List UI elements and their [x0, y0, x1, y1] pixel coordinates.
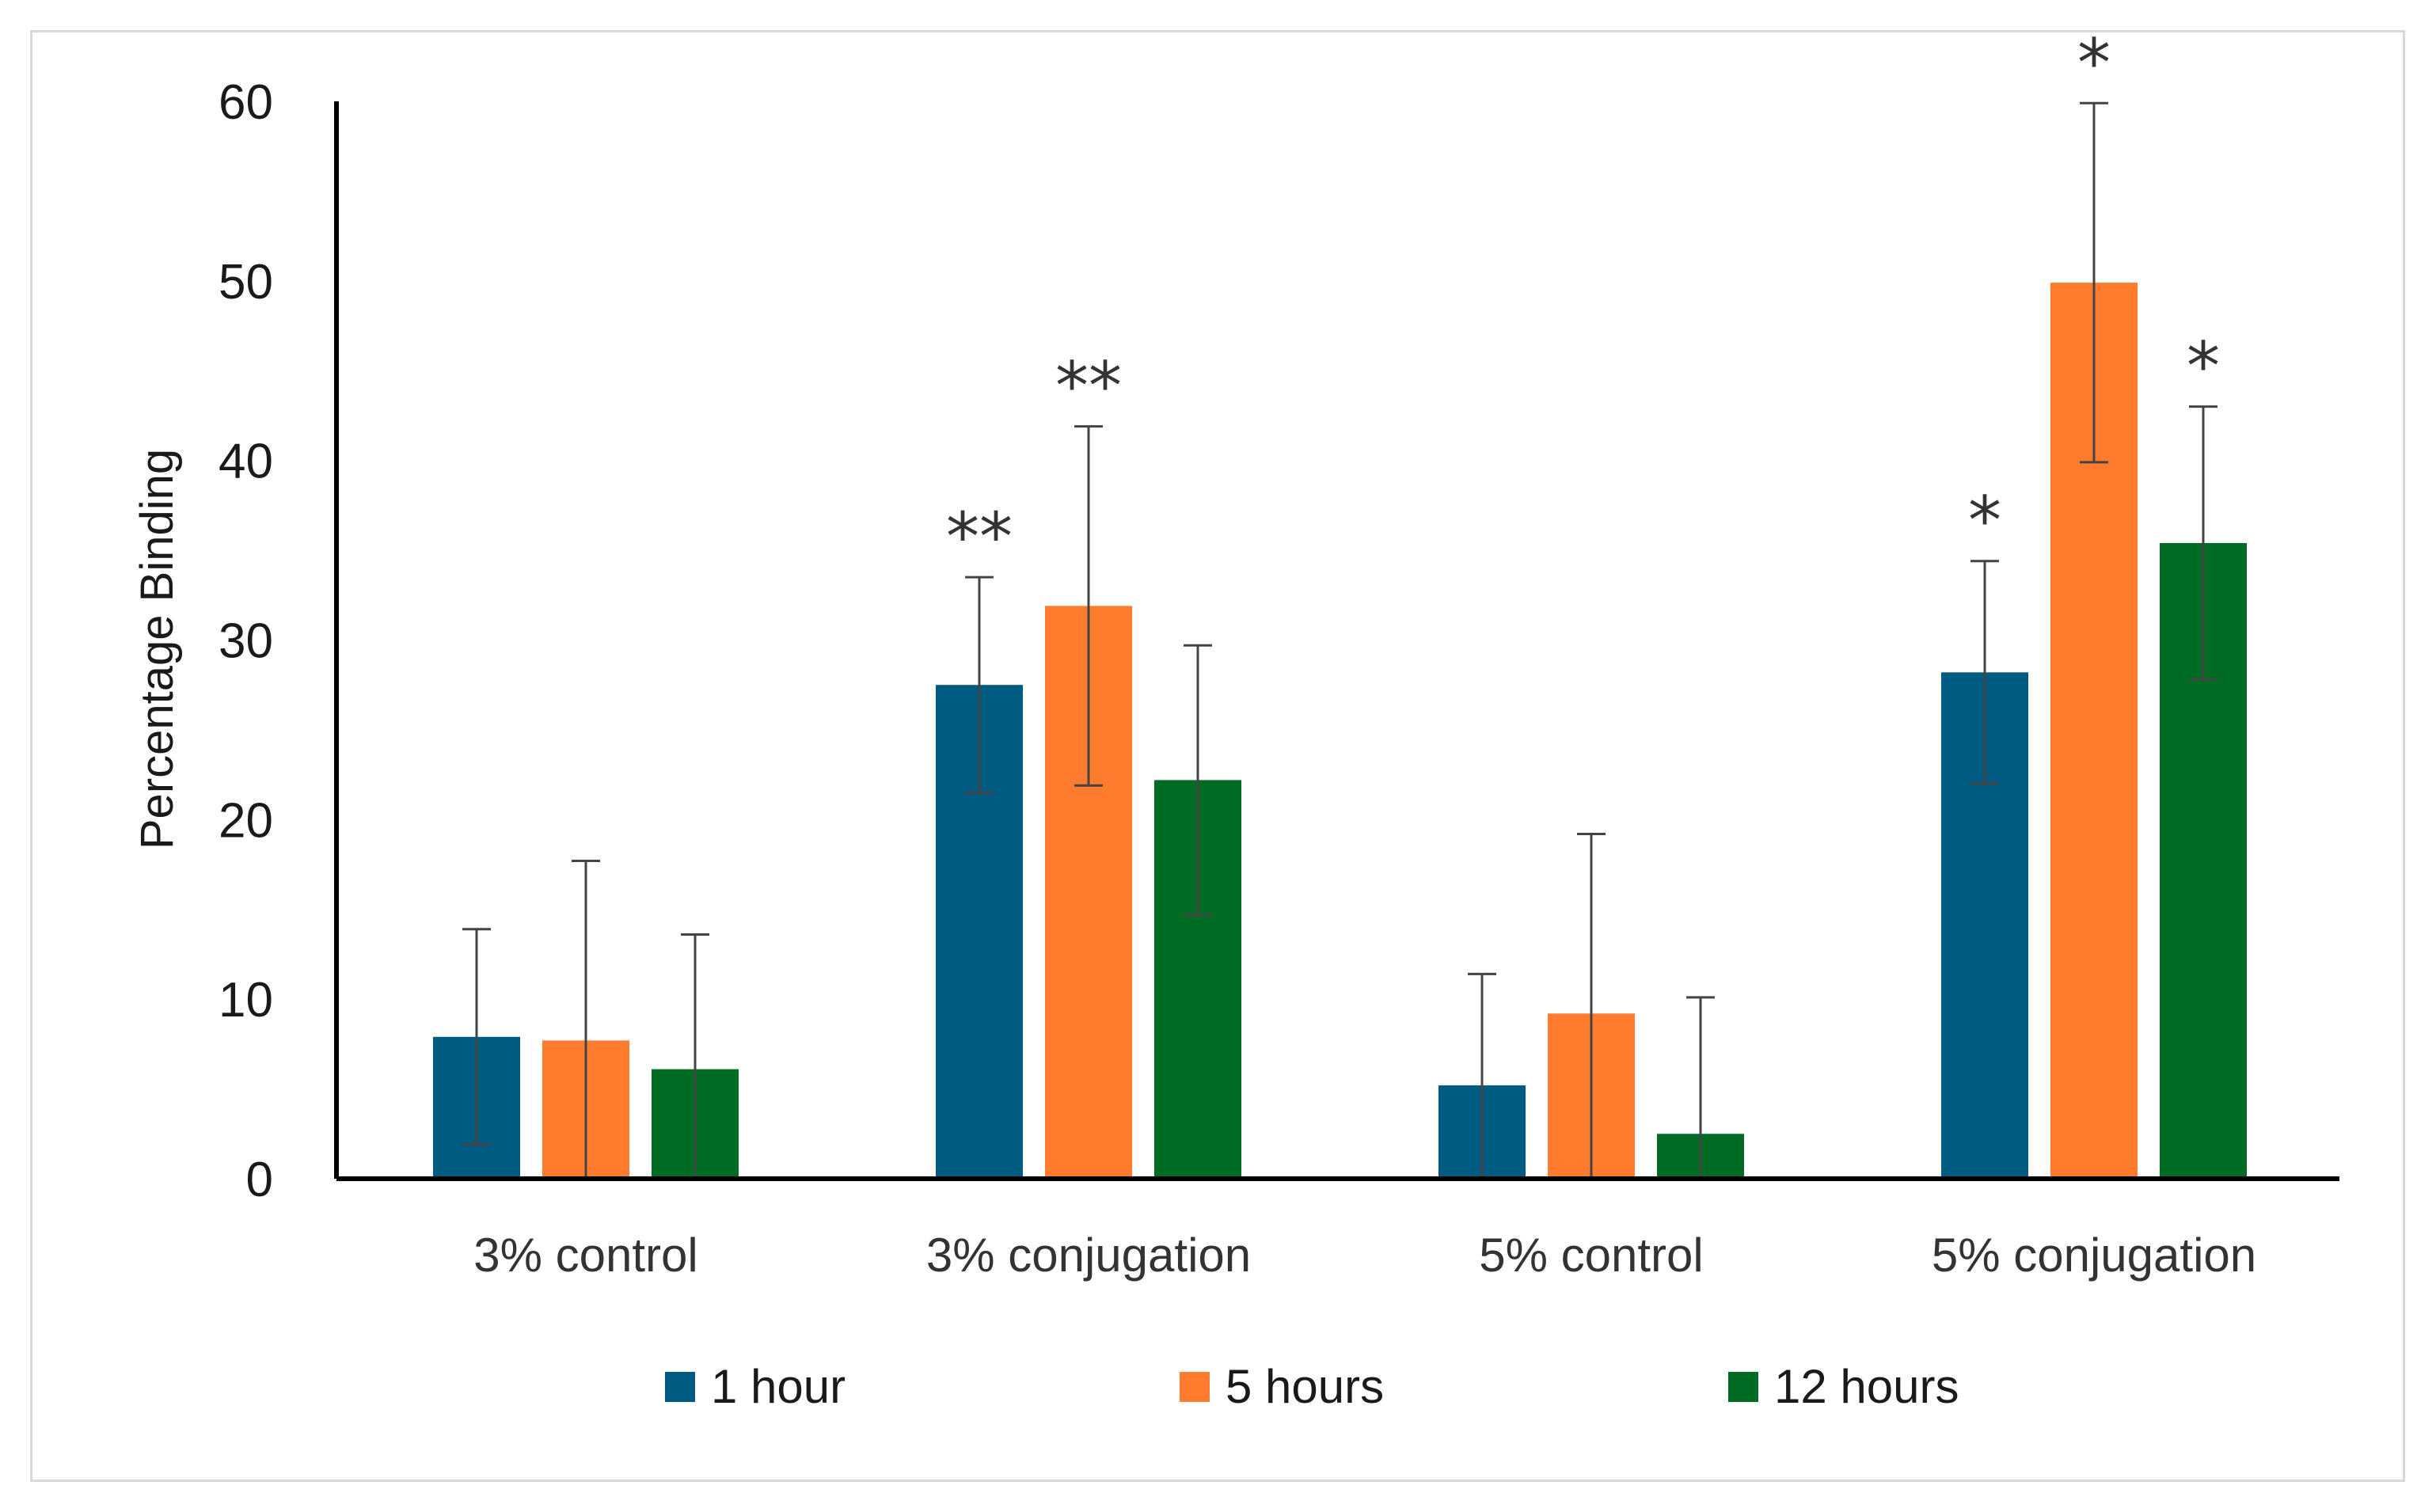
y-tick-label: 40	[219, 435, 273, 489]
significance-mark: *	[2187, 328, 2220, 405]
legend-label: 5 hours	[1226, 1360, 1384, 1413]
significance-mark: *	[1968, 482, 2001, 560]
x-category-label: 3% control	[473, 1229, 697, 1282]
legend-label: 12 hours	[1774, 1360, 1959, 1413]
significance-mark: *	[2077, 24, 2111, 101]
y-axis-title: Percentage Binding	[131, 449, 183, 849]
y-tick-label: 50	[219, 255, 273, 310]
x-category-label: 5% control	[1479, 1229, 1703, 1282]
x-category-label: 5% conjugation	[1932, 1229, 2256, 1282]
y-tick-label: 10	[219, 973, 273, 1028]
significance-mark: **	[1055, 348, 1122, 425]
legend-swatch	[1728, 1372, 1758, 1402]
y-tick-label: 20	[219, 793, 273, 848]
significance-mark: **	[946, 498, 1013, 576]
y-tick-label: 30	[219, 614, 273, 669]
y-tick-label: 0	[246, 1153, 273, 1207]
x-category-label: 3% conjugation	[926, 1229, 1251, 1282]
legend-label: 1 hour	[711, 1360, 846, 1413]
legend-swatch	[1180, 1372, 1210, 1402]
legend-swatch	[665, 1372, 695, 1402]
y-tick-label: 60	[219, 75, 273, 130]
